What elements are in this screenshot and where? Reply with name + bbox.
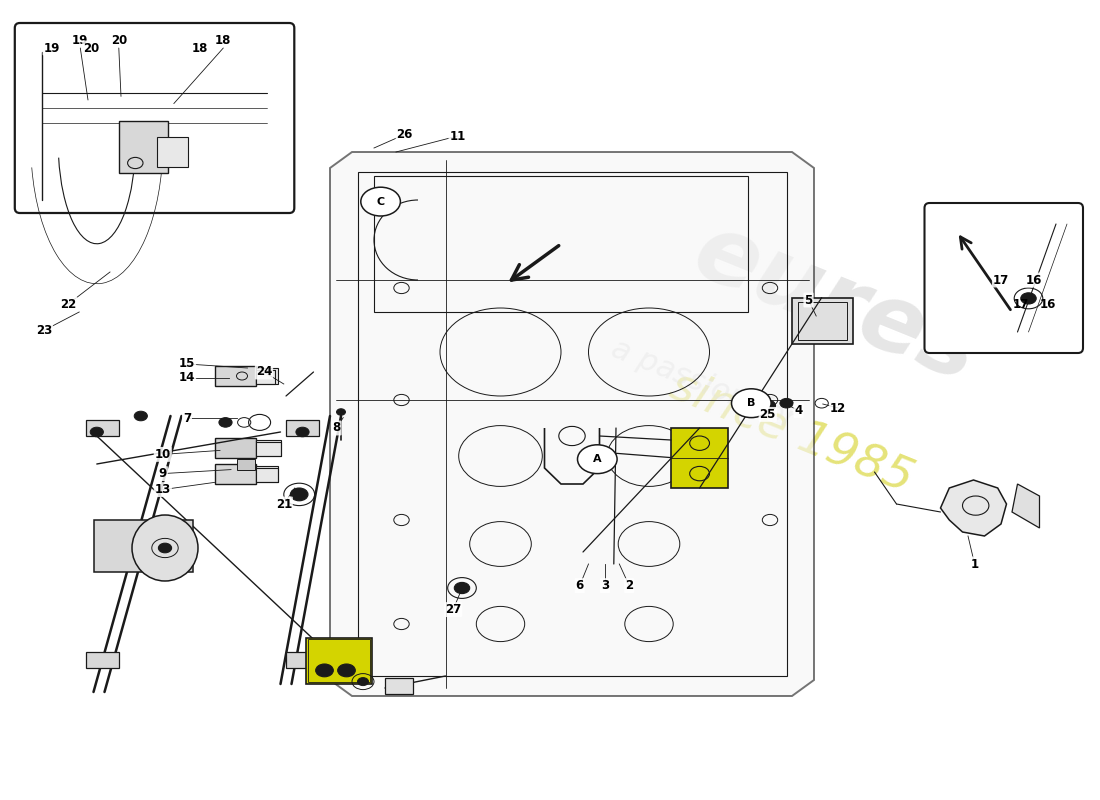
Text: eures: eures (681, 206, 991, 402)
Text: 7: 7 (183, 412, 191, 425)
Bar (86, 420, 119, 436)
Text: a passion for: a passion for (607, 334, 801, 434)
Text: 2: 2 (625, 579, 634, 592)
Ellipse shape (578, 445, 617, 474)
Bar (798, 302, 847, 340)
Bar (256, 466, 278, 482)
Bar (792, 298, 852, 344)
Ellipse shape (296, 427, 309, 437)
Bar (86, 652, 119, 668)
Text: 16: 16 (1026, 274, 1042, 286)
Ellipse shape (338, 664, 355, 677)
Text: 19: 19 (73, 34, 88, 46)
Ellipse shape (780, 398, 793, 408)
Bar (308, 639, 370, 682)
Ellipse shape (290, 488, 308, 501)
Text: 6: 6 (575, 579, 584, 592)
Text: 19: 19 (44, 42, 59, 54)
Bar (94, 520, 192, 572)
Ellipse shape (90, 427, 103, 437)
Ellipse shape (732, 389, 771, 418)
Text: 23: 23 (36, 324, 52, 337)
Text: 4: 4 (794, 404, 803, 417)
Text: 1: 1 (970, 558, 979, 570)
Bar (256, 440, 280, 456)
Text: 13: 13 (155, 483, 170, 496)
Text: 15: 15 (179, 358, 195, 370)
Circle shape (132, 515, 198, 581)
Polygon shape (940, 480, 1006, 536)
Ellipse shape (158, 543, 172, 553)
Polygon shape (330, 152, 814, 696)
Text: A: A (593, 454, 602, 464)
Bar (256, 368, 278, 384)
Text: 12: 12 (830, 402, 846, 414)
Bar (214, 438, 256, 458)
Bar (236, 459, 255, 470)
Text: 21: 21 (276, 498, 292, 510)
Bar (214, 464, 256, 484)
FancyBboxPatch shape (924, 203, 1084, 353)
Ellipse shape (361, 187, 400, 216)
Text: 8: 8 (332, 422, 341, 434)
Text: since 1985: since 1985 (663, 362, 921, 502)
Bar (358, 172, 786, 676)
Text: 14: 14 (179, 371, 195, 384)
Ellipse shape (316, 664, 333, 677)
Text: 9: 9 (158, 467, 167, 480)
Ellipse shape (134, 411, 147, 421)
Text: 16: 16 (1041, 298, 1056, 310)
Ellipse shape (454, 582, 470, 594)
Text: 11: 11 (450, 130, 465, 142)
Ellipse shape (337, 409, 345, 415)
Text: 20: 20 (111, 34, 126, 46)
Bar (286, 652, 319, 668)
Ellipse shape (358, 678, 368, 686)
Bar (306, 638, 372, 684)
Bar (157, 137, 188, 167)
Text: 17: 17 (1013, 298, 1028, 310)
Text: B: B (747, 398, 756, 408)
Text: 22: 22 (60, 298, 76, 310)
Text: C: C (376, 197, 385, 206)
Text: 27: 27 (446, 603, 461, 616)
Text: 20: 20 (84, 42, 99, 54)
Text: 24: 24 (256, 366, 272, 378)
Text: 18: 18 (192, 42, 208, 54)
Bar (286, 420, 319, 436)
Bar (385, 678, 412, 694)
Text: 17: 17 (993, 274, 1009, 286)
Ellipse shape (1021, 293, 1036, 304)
Bar (214, 366, 256, 386)
Bar (374, 176, 748, 312)
Polygon shape (1012, 484, 1040, 528)
Text: 25: 25 (760, 408, 775, 421)
Text: 3: 3 (601, 579, 609, 592)
Text: 10: 10 (155, 448, 170, 461)
Bar (671, 428, 728, 488)
Text: 5: 5 (804, 294, 813, 306)
FancyBboxPatch shape (14, 23, 295, 213)
Bar (119, 122, 168, 174)
Text: 18: 18 (216, 34, 231, 46)
Text: 26: 26 (397, 128, 412, 141)
Ellipse shape (760, 400, 775, 411)
Ellipse shape (219, 418, 232, 427)
